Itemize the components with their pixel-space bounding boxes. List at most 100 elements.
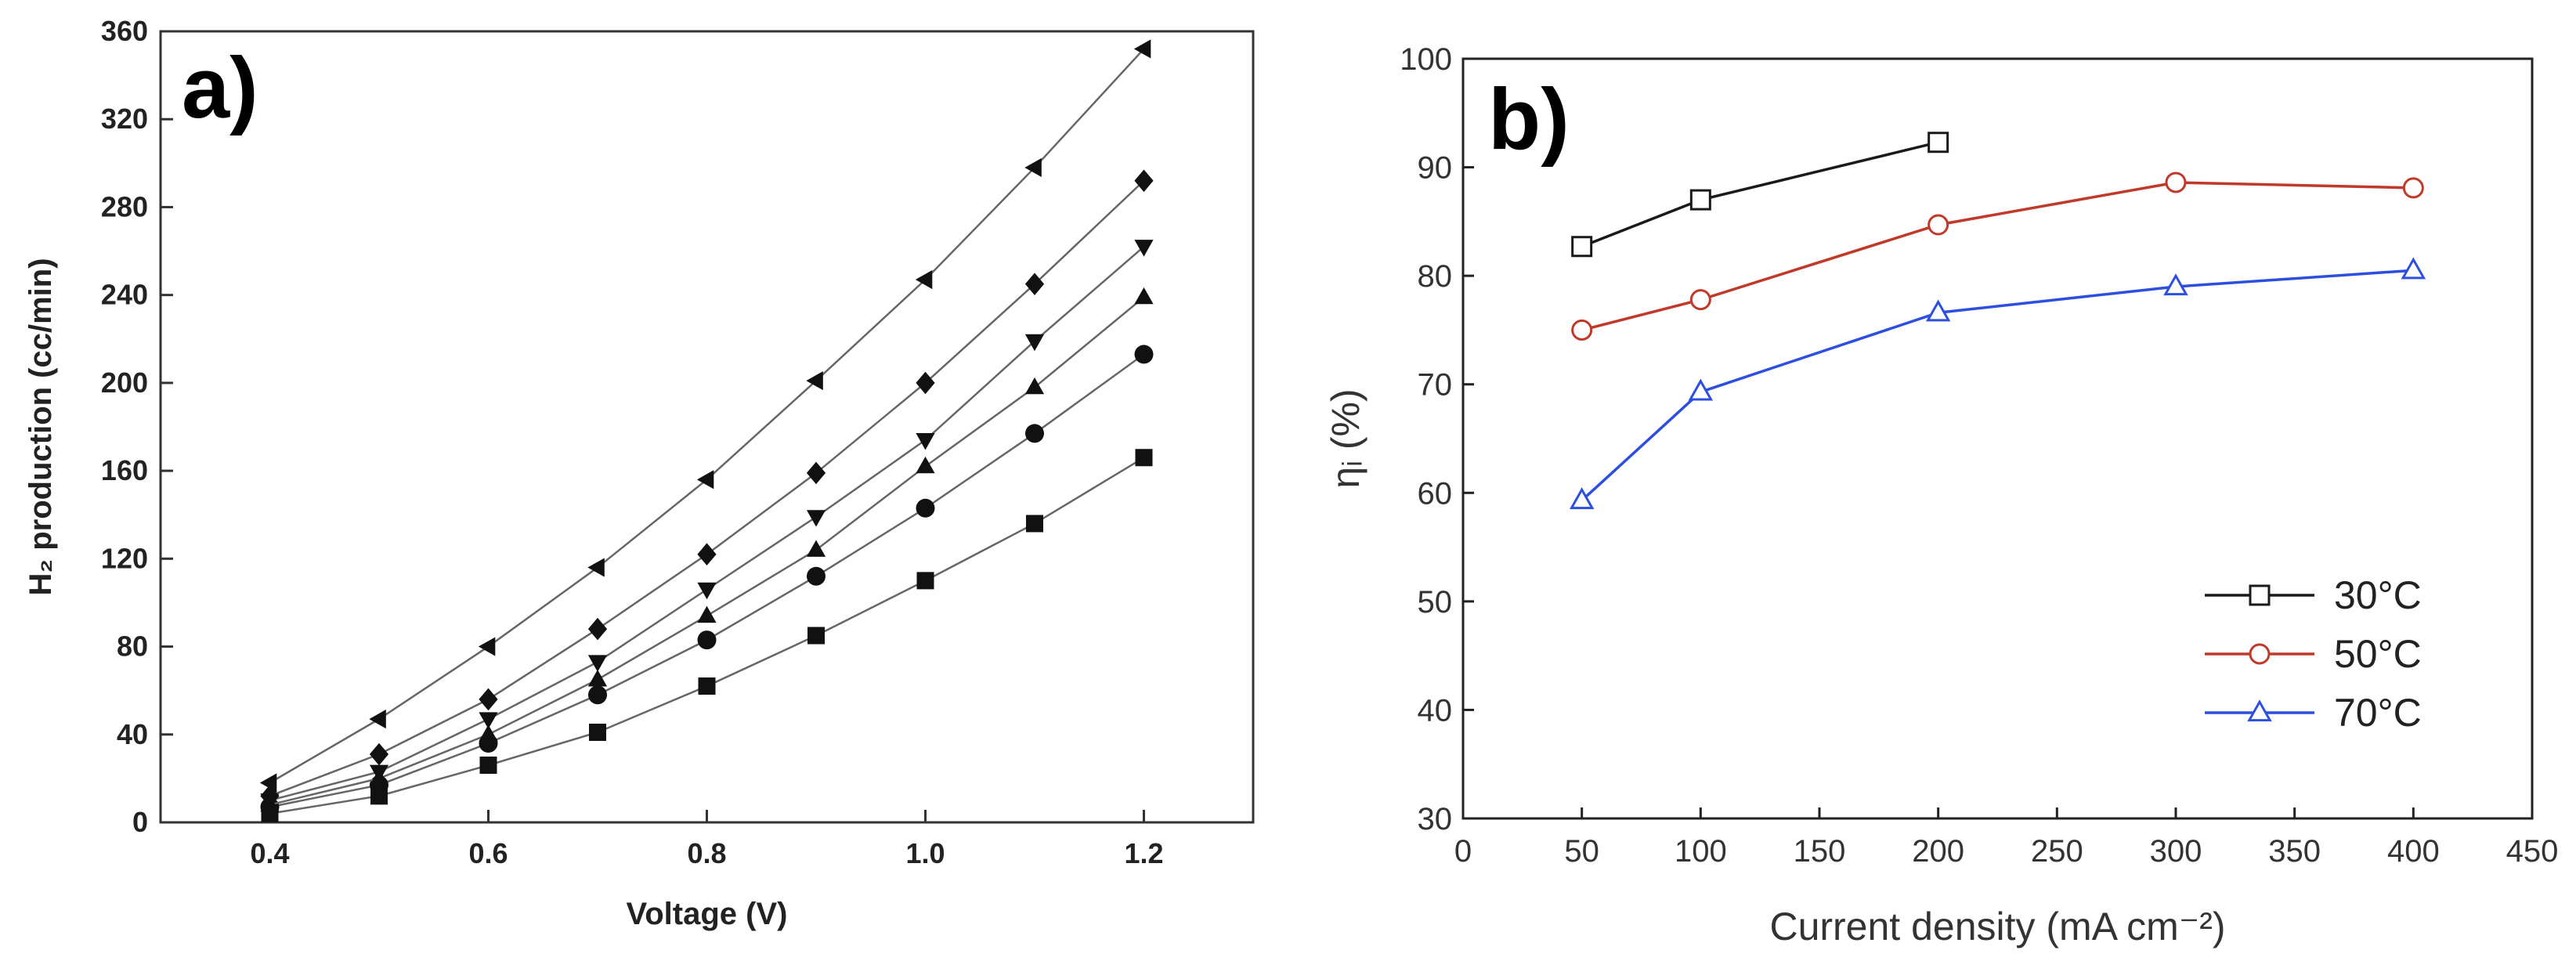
chart-b-data-point	[1688, 378, 1714, 401]
chart-b-legend-label: 70°C	[2334, 691, 2422, 735]
chart-a-y-tick-label: 0	[132, 806, 148, 838]
chart-b-data-point	[2402, 177, 2424, 199]
chart-b-data-point	[1927, 214, 1949, 236]
chart-a-data-point	[916, 371, 935, 395]
chart-a-data-point	[807, 627, 825, 645]
chart-a-data-point	[1134, 169, 1154, 193]
chart-b-y-tick-label: 70	[1418, 368, 1453, 403]
chart-b-x-tick-label: 350	[2268, 834, 2321, 869]
chart-b-series-line	[1581, 140, 1939, 248]
chart-a-data-point	[1024, 157, 1042, 178]
chart-a-x-tick-label: 0.8	[687, 837, 726, 869]
chart-a-y-tick-label: 200	[101, 367, 148, 399]
chart-b-y-tick-label: 50	[1418, 585, 1453, 620]
chart-b: 30 40 50 60 70 80 90 100 0 50 100 150 200 250 300 350 4…	[1324, 42, 2558, 948]
chart-a-x-tick-label: 1.2	[1124, 837, 1163, 869]
chart-a-series-5	[260, 169, 1154, 807]
chart-a-x-tick-label: 0.4	[250, 837, 289, 869]
chart-a-series-line	[269, 48, 1145, 784]
chart-a-data-point	[587, 669, 608, 687]
chart-a-data-point	[806, 510, 826, 527]
chart-b-data-point	[2401, 257, 2426, 280]
chart-a-series-1	[261, 449, 1153, 822]
chart-a-data-point	[916, 433, 935, 450]
chart-b-data-point	[1571, 319, 1593, 341]
chart-b-y-axis-label: ηᵢ (%)	[1324, 388, 1367, 488]
chart-a-x-tick-label: 0.6	[468, 837, 508, 869]
chart-a-data-point	[1026, 515, 1043, 533]
chart-a-series-3	[260, 287, 1154, 812]
chart-a-panel-label: a)	[182, 40, 258, 136]
chart-b-data-point	[1569, 487, 1595, 510]
chart-b-x-tick-label: 250	[2031, 834, 2083, 869]
chart-a-data-point	[1134, 345, 1154, 364]
chart-b-y-tick-label: 80	[1418, 259, 1453, 294]
chart-a-data-point	[697, 582, 717, 600]
chart-a-data-point	[698, 677, 716, 695]
chart-b-x-tick-label: 200	[1912, 834, 1964, 869]
chart-b-legend-marker	[2249, 643, 2271, 665]
chart-b-panel-label: b)	[1488, 71, 1570, 168]
chart-a-data-point	[478, 637, 496, 656]
chart-b-x-tick-label: 0	[1454, 834, 1472, 869]
chart-a-data-point	[1134, 287, 1154, 305]
chart-a-data-point	[696, 470, 714, 490]
chart-a-data-point	[587, 617, 608, 641]
chart-a-data-point	[369, 710, 386, 729]
chart-a-x-ticks: 0.4 0.6 0.8 1.0 1.2	[250, 810, 1164, 869]
chart-a-data-point	[1135, 449, 1153, 467]
chart-a-data-point	[806, 540, 826, 557]
chart-b-x-tick-label: 450	[2506, 834, 2559, 869]
chart-b-data-point	[1925, 299, 1951, 322]
chart-a-data-point	[697, 630, 717, 650]
chart-a-data-point	[479, 757, 497, 775]
chart-a-y-axis-label: H₂ production (cc/min)	[23, 258, 58, 595]
chart-b-legend-label: 50°C	[2334, 632, 2422, 676]
chart-a-series-line	[269, 353, 1145, 808]
chart-b-x-tick-label: 400	[2387, 834, 2440, 869]
chart-a-y-ticks: 0 40 80 120 160 200 240 280 320 360	[101, 15, 173, 838]
chart-b-y-tick-label: 100	[1400, 42, 1452, 77]
chart-b-plot-frame	[1461, 57, 2534, 820]
chart-a-data-point	[806, 461, 826, 485]
chart-a-data-point	[1024, 377, 1045, 395]
chart-a-series-6	[259, 39, 1151, 793]
chart-a-y-tick-label: 120	[101, 542, 148, 574]
chart-b-x-tick-label: 300	[2150, 834, 2202, 869]
chart-b-legend: 30°C 50°C 70°C	[2205, 573, 2422, 735]
chart-a-y-tick-label: 160	[101, 454, 148, 486]
chart-b-x-ticks: 0 50 100 150 200 250 300 350 400 450	[1454, 807, 2559, 869]
chart-b-data-point	[1927, 132, 1949, 154]
chart-a-data-point	[806, 370, 823, 391]
chart-a-data-point	[479, 712, 498, 729]
chart-b-x-tick-label: 100	[1675, 834, 1727, 869]
chart-b-y-ticks: 30 40 50 60 70 80 90 100	[1400, 42, 1474, 836]
chart-a-x-tick-label: 1.0	[905, 837, 945, 869]
chart-b-legend-label: 30°C	[2334, 573, 2422, 617]
chart-a-data-point	[588, 685, 607, 705]
chart-a-x-axis-label: Voltage (V)	[627, 897, 788, 931]
chart-a-data-point	[916, 498, 935, 518]
chart-b-data-point	[1689, 189, 1711, 211]
chart-a-series-line	[269, 245, 1145, 802]
chart-a-data-point	[1133, 39, 1151, 59]
chart-a-data-point	[697, 605, 717, 623]
chart-b-x-axis-label: Current density (mA cm⁻²)	[1769, 905, 2225, 948]
chart-a-data-point	[369, 764, 389, 782]
chart-a-y-tick-label: 320	[101, 103, 148, 135]
chart-a-data-point	[915, 269, 933, 290]
chart-a-data-point	[259, 773, 277, 793]
chart-b-series-group	[1569, 132, 2426, 510]
chart-a-data-point	[916, 456, 935, 474]
chart-b-y-tick-label: 30	[1418, 802, 1453, 836]
chart-b-y-tick-label: 90	[1418, 151, 1453, 186]
chart-b-y-tick-label: 40	[1418, 693, 1453, 728]
chart-a: 0 40 80 120 160 200 240 280 320 360 0.4 0.6 0.8 1.0 1…	[23, 15, 1255, 931]
chart-a-data-point	[479, 688, 498, 711]
chart-b-x-tick-label: 50	[1564, 834, 1599, 869]
chart-a-series-4	[260, 240, 1154, 811]
chart-a-series-group	[259, 39, 1154, 822]
chart-a-y-tick-label: 240	[101, 279, 148, 311]
chart-a-data-point	[916, 572, 934, 590]
